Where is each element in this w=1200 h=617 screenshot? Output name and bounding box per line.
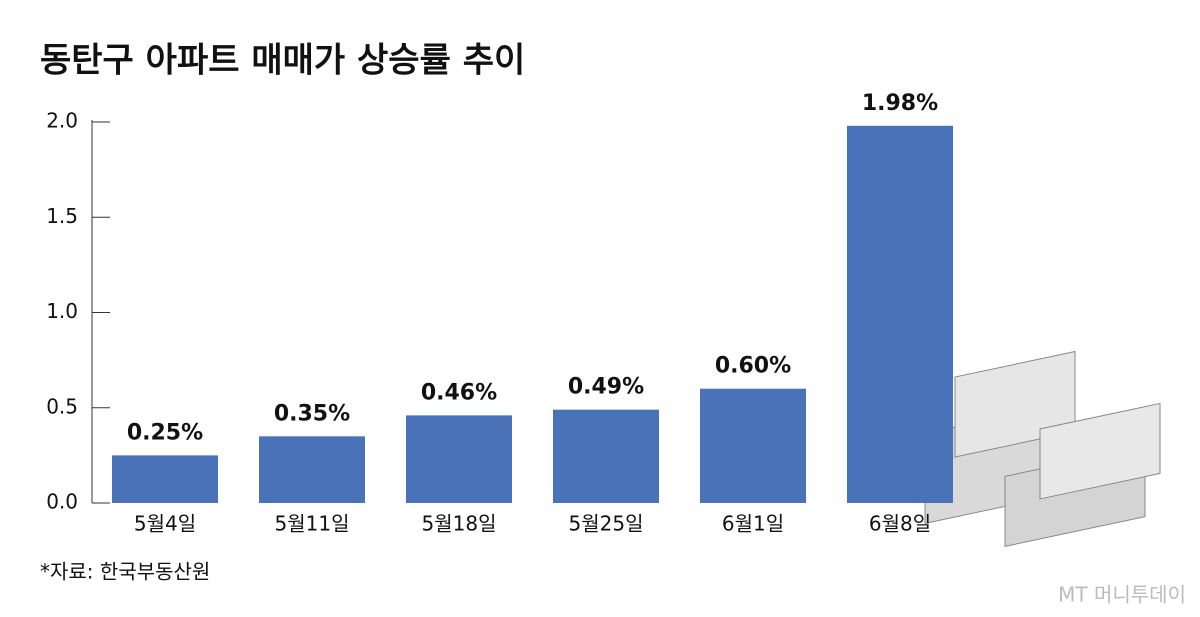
bar (112, 455, 218, 503)
x-tick-label: 6월8일 (869, 512, 931, 536)
y-tick-label: 1.5 (46, 204, 78, 228)
bar (847, 125, 953, 503)
value-label: 0.49% (568, 375, 644, 400)
bar (553, 409, 659, 503)
value-label: 0.46% (421, 380, 497, 405)
bar (406, 415, 512, 503)
x-tick-label: 5월11일 (275, 512, 350, 536)
value-label: 1.98% (862, 91, 938, 116)
bar (259, 436, 365, 503)
x-tick-label: 5월4일 (134, 512, 196, 536)
watermark: MT 머니투데이 (1058, 583, 1186, 607)
x-tick-label: 6월1일 (722, 512, 784, 536)
value-label: 0.35% (274, 401, 350, 426)
y-tick-label: 0.5 (46, 394, 78, 418)
y-tick-label: 1.0 (46, 299, 78, 323)
chart-title: 동탄구 아파트 매매가 상승률 추이 (40, 41, 525, 81)
value-label: 0.60% (715, 354, 791, 379)
value-label: 0.25% (127, 420, 203, 445)
source-note: *자료: 한국부동산원 (40, 560, 210, 584)
y-tick-label: 0.0 (46, 490, 78, 514)
x-tick-label: 5월18일 (422, 512, 497, 536)
x-tick-label: 5월25일 (569, 512, 644, 536)
money-illustration (924, 350, 1161, 547)
bar (700, 388, 806, 503)
y-tick-label: 2.0 (46, 109, 78, 133)
